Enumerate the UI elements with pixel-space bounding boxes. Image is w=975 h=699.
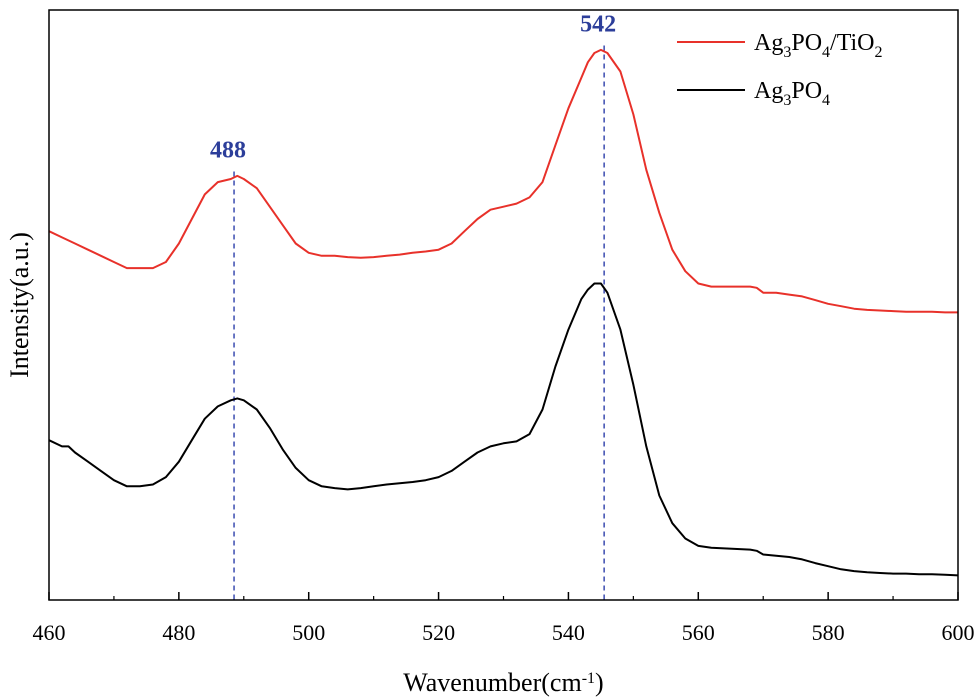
x-tick-label: 560 [682,620,715,645]
x-tick-label: 540 [552,620,585,645]
y-axis-title: Intensity(a.u.) [5,232,34,378]
x-axis-ticks: 460 480 500 520 540 560 580 600 [33,592,975,645]
legend-label-part: 2 [875,44,883,61]
x-axis-title-sup: -1 [582,670,595,687]
x-tick-label: 480 [162,620,195,645]
peak-label-542: 542 [580,11,616,37]
x-tick-label: 520 [422,620,455,645]
legend-label-0: Ag3PO4/TiO2 [754,30,883,61]
legend-label-part: Ag [754,78,783,104]
x-axis-title: Wavenumber(cm-1) [403,668,603,697]
x-tick-label: 600 [942,620,975,645]
legend-label-1: Ag3PO4 [754,78,830,109]
x-axis-title-tail: ) [595,668,604,697]
legend-label-part: /TiO [830,30,874,56]
legend-label-part: 3 [783,92,791,109]
series-lines [48,48,959,577]
peak-markers: 488 542 [210,11,616,600]
x-axis-title-main: Wavenumber(cm [403,668,581,697]
legend-label-part: PO [791,30,822,56]
legend-label-part: 4 [822,92,830,109]
legend-label-part: 3 [783,44,791,61]
legend-label-part: PO [791,78,822,104]
x-tick-label: 460 [33,620,66,645]
x-tick-label: 580 [812,620,845,645]
series-line-1 [48,282,959,577]
legend-label-part: 4 [822,44,830,61]
x-tick-label: 500 [292,620,325,645]
peak-label-488: 488 [210,137,246,163]
series-line-0 [48,48,958,314]
legend-label-part: Ag [754,30,783,56]
